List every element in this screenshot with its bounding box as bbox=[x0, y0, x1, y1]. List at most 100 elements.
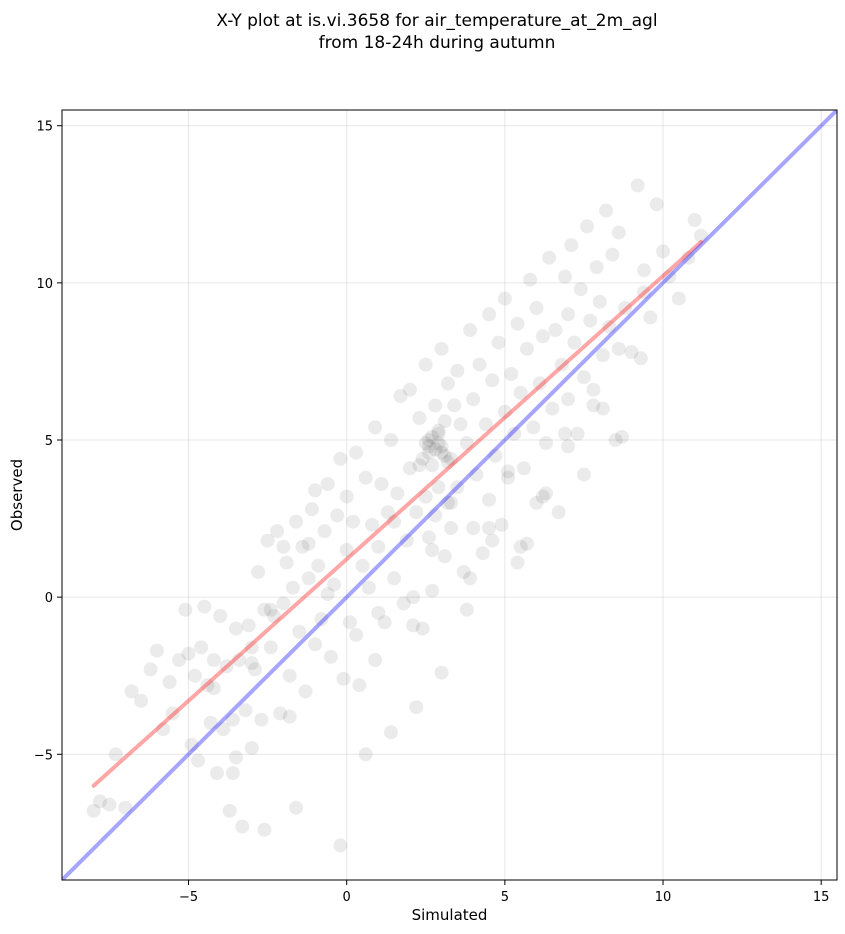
scatter-point bbox=[282, 709, 297, 724]
scatter-point bbox=[162, 675, 177, 689]
scatter-point bbox=[225, 712, 240, 727]
scatter-point bbox=[526, 420, 541, 435]
scatter-point bbox=[165, 706, 180, 721]
scatter-point bbox=[365, 517, 379, 532]
scatter-point bbox=[440, 455, 455, 469]
scatter-point bbox=[368, 653, 383, 667]
scatter-point bbox=[203, 715, 218, 730]
scatter-point bbox=[330, 508, 345, 523]
scatter-point bbox=[589, 260, 604, 275]
scatter-point bbox=[444, 451, 459, 466]
scatter-point bbox=[561, 439, 576, 454]
scatter-point bbox=[497, 404, 512, 419]
scatter-point bbox=[507, 426, 522, 441]
scatter-point bbox=[567, 335, 582, 350]
scatter-point bbox=[273, 706, 288, 721]
scatter-point bbox=[557, 269, 572, 284]
scatter-point bbox=[276, 539, 291, 554]
scatter-point bbox=[333, 451, 348, 466]
scatter-point bbox=[662, 269, 677, 284]
scatter-point bbox=[557, 426, 572, 441]
scatter-point bbox=[583, 313, 598, 328]
scatter-point bbox=[425, 429, 440, 444]
scatter-point bbox=[409, 700, 424, 715]
scatter-point bbox=[143, 662, 158, 677]
scatter-point bbox=[637, 263, 652, 278]
scatter-point bbox=[501, 470, 516, 485]
scatter-point bbox=[681, 250, 696, 265]
scatter-point bbox=[643, 310, 658, 325]
scatter-point bbox=[431, 426, 446, 441]
scatter-point bbox=[510, 316, 525, 331]
scatter-point bbox=[244, 741, 259, 755]
scatter-point bbox=[595, 348, 610, 363]
scatter-point bbox=[548, 323, 563, 337]
scatter-point bbox=[431, 480, 446, 495]
scatter-point bbox=[431, 423, 446, 438]
scatter-point bbox=[134, 693, 149, 708]
scatter-point bbox=[371, 539, 386, 554]
scatter-point bbox=[491, 335, 506, 350]
scatter-point bbox=[323, 649, 338, 664]
scatter-point bbox=[561, 307, 576, 322]
scatter-point bbox=[314, 612, 329, 627]
scatter-point bbox=[437, 549, 452, 564]
chart-title-line2: from 18-24h during autumn bbox=[319, 33, 556, 53]
scatter-point bbox=[402, 461, 417, 476]
scatter-point bbox=[402, 382, 417, 397]
scatter-point bbox=[418, 357, 433, 372]
scatter-point bbox=[513, 385, 528, 400]
scatter-point bbox=[415, 621, 430, 636]
scatter-point bbox=[228, 750, 243, 765]
scatter-point bbox=[308, 483, 323, 498]
scatter-point bbox=[358, 747, 373, 762]
scatter-point bbox=[463, 571, 478, 586]
scatter-point bbox=[358, 470, 373, 485]
scatter-point bbox=[257, 602, 272, 617]
scatter-point bbox=[450, 480, 465, 495]
x-axis: −5 0 5 10 15 bbox=[179, 880, 830, 905]
scatter-point bbox=[482, 307, 497, 322]
scatter-point bbox=[510, 555, 525, 570]
scatter-point bbox=[390, 486, 405, 501]
scatter-point bbox=[289, 800, 304, 815]
scatter-point bbox=[434, 439, 449, 454]
scatter-point bbox=[466, 392, 481, 407]
scatter-point bbox=[244, 656, 259, 671]
scatter-point bbox=[586, 382, 601, 397]
x-tick-label: 15 bbox=[813, 890, 830, 905]
x-tick-label: 5 bbox=[501, 890, 509, 905]
scatter-point bbox=[219, 659, 234, 674]
identity-line bbox=[62, 110, 837, 880]
scatter-point bbox=[387, 571, 402, 586]
y-tick-label: 10 bbox=[36, 277, 53, 292]
scatter-point bbox=[197, 599, 212, 614]
scatter-point bbox=[444, 495, 459, 510]
scatter-point bbox=[301, 536, 316, 551]
scatter-point bbox=[538, 436, 553, 451]
scatter-point bbox=[200, 678, 215, 693]
scatter-point bbox=[592, 294, 607, 309]
scatter-point bbox=[440, 495, 455, 510]
scatter-point bbox=[289, 514, 304, 529]
scatter-point bbox=[431, 436, 446, 451]
scatter-point bbox=[342, 615, 357, 630]
scatter-point bbox=[181, 646, 196, 661]
scatter-point bbox=[102, 797, 117, 812]
scatter-point bbox=[494, 517, 509, 532]
scatter-point bbox=[573, 282, 588, 297]
scatter-point bbox=[336, 671, 351, 686]
scatter-point bbox=[118, 800, 133, 815]
scatter-point bbox=[349, 445, 364, 460]
scatter-point bbox=[412, 458, 427, 473]
scatter-point bbox=[564, 238, 579, 253]
scatter-point bbox=[529, 495, 544, 510]
grid-lines bbox=[62, 110, 837, 880]
scatter-point bbox=[482, 521, 497, 535]
scatter-point bbox=[434, 445, 449, 460]
scatter-point bbox=[355, 558, 370, 573]
scatter-point bbox=[501, 464, 516, 479]
scatter-point bbox=[421, 433, 436, 447]
scatter-point bbox=[463, 323, 478, 337]
scatter-point bbox=[599, 203, 614, 218]
